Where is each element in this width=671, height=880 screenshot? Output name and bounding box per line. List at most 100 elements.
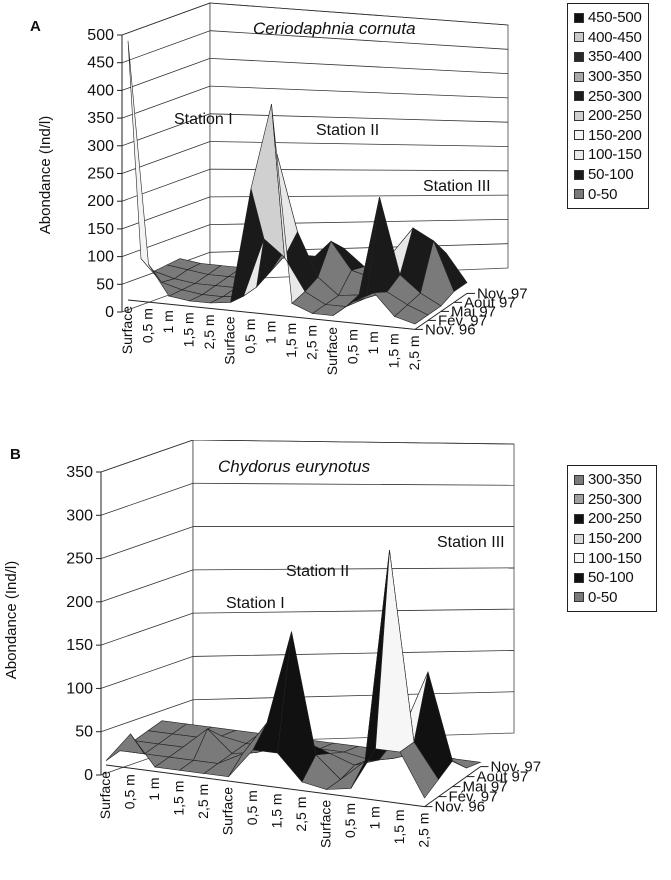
gridline-back xyxy=(192,650,515,657)
legend-swatch xyxy=(574,149,584,160)
x-tick-label: 0,5 m xyxy=(122,774,138,809)
station-label: Station III xyxy=(423,178,491,195)
x-tick-label: 2,5 m xyxy=(201,314,217,349)
legend-label: 200-250 xyxy=(588,510,642,528)
y-tick-label: 250 xyxy=(66,551,93,568)
legend-swatch xyxy=(574,533,584,544)
legend-swatch xyxy=(574,130,584,141)
legend-label: 300-350 xyxy=(588,68,642,86)
gridline-back xyxy=(192,567,515,571)
legend-item: 350-400 xyxy=(574,47,642,67)
x-tick-label: 1 m xyxy=(146,777,162,800)
legend-item: 150-200 xyxy=(574,529,650,549)
gridline-left xyxy=(100,440,194,473)
x-tick-label: Surface xyxy=(97,771,113,819)
surface-mesh xyxy=(105,550,482,799)
y-tick-label: 350 xyxy=(66,464,93,481)
legend-item: 250-300 xyxy=(574,490,650,510)
chart-title: Ceriodaphnia cornuta xyxy=(253,19,416,38)
x-tick-label: 2,5 m xyxy=(416,813,432,848)
gridline-left xyxy=(121,196,211,230)
gridline-left xyxy=(100,526,194,559)
y-tick-label: 150 xyxy=(66,637,93,654)
x-tick-label: 0,5 m xyxy=(140,308,156,343)
x-tick-label: Surface xyxy=(119,306,135,354)
gridline-left xyxy=(100,612,194,646)
legend-item: 50-100 xyxy=(574,568,650,588)
legend-a: 450-500 400-450 350-400 300-350 250-300 200-2… xyxy=(567,3,649,209)
x-tick-label: 1 m xyxy=(367,806,383,829)
y-tick-label: 0 xyxy=(84,767,93,784)
x-tick-label: 1,5 m xyxy=(269,793,285,828)
surface-cell xyxy=(399,741,439,799)
legend-item: 200-250 xyxy=(574,509,650,529)
legend-swatch xyxy=(574,189,584,200)
y-tick-label: 50 xyxy=(96,276,114,293)
z-tick-label: Fév. 97 xyxy=(449,789,498,806)
station-label: Station II xyxy=(316,122,379,139)
legend-item: 100-150 xyxy=(574,145,642,165)
surface-mesh xyxy=(127,40,468,325)
station-label: Station III xyxy=(437,534,505,551)
legend-item: 300-350 xyxy=(574,67,642,87)
x-tick-label: 0,5 m xyxy=(242,319,258,354)
gridline-back xyxy=(209,113,509,123)
legend-label: 100-150 xyxy=(588,549,642,567)
y-axis-title: Abondance (Ind/l) xyxy=(37,116,54,234)
x-tick-label: Surface xyxy=(318,800,334,848)
gridline-back xyxy=(192,482,515,486)
legend-label: 0-50 xyxy=(588,185,618,203)
y-tick-label: 100 xyxy=(66,680,93,697)
legend-item: 200-250 xyxy=(574,106,642,126)
gridline-back xyxy=(209,30,509,50)
legend-label: 200-250 xyxy=(588,107,642,125)
z-tick-label: Fév. 97 xyxy=(438,312,487,329)
y-tick-label: 500 xyxy=(87,27,114,44)
y-tick-label: 250 xyxy=(87,166,114,183)
legend-swatch xyxy=(574,553,584,564)
z-tick-label: Nov. 96 xyxy=(435,799,486,816)
x-tick-label: 1,5 m xyxy=(386,333,402,368)
z-tick-label: Nov. 97 xyxy=(477,285,528,302)
x-tick-label: 1,5 m xyxy=(171,781,187,816)
panel-label-a: A xyxy=(30,18,41,35)
y-tick-label: 300 xyxy=(87,138,114,155)
legend-swatch xyxy=(574,12,584,23)
legend-swatch xyxy=(574,494,584,505)
y-tick-label: 350 xyxy=(87,110,114,127)
legend-swatch xyxy=(574,71,584,82)
legend-item: 250-300 xyxy=(574,86,642,106)
legend-swatch xyxy=(574,474,584,485)
legend-item: 400-450 xyxy=(574,28,642,48)
y-tick-label: 200 xyxy=(87,193,114,210)
x-tick-label: Surface xyxy=(220,787,236,835)
legend-label: 250-300 xyxy=(588,490,642,508)
legend-label: 150-200 xyxy=(588,126,642,144)
gridline-back xyxy=(192,608,515,614)
legend-swatch xyxy=(574,51,584,62)
z-tick-label: Mai 97 xyxy=(463,779,508,796)
legend-swatch xyxy=(574,513,584,524)
x-tick-label: 2,5 m xyxy=(195,784,211,819)
z-tick-label: Août 97 xyxy=(464,294,516,311)
x-axis-line xyxy=(105,764,425,808)
station-label: Station I xyxy=(226,595,285,612)
gridline-left xyxy=(121,30,211,64)
legend-label: 400-450 xyxy=(588,28,642,46)
station-label: Station II xyxy=(286,563,349,580)
legend-label: 450-500 xyxy=(588,9,642,27)
x-tick-label: 1,5 m xyxy=(181,312,197,347)
legend-swatch xyxy=(574,91,584,102)
legend-item: 100-150 xyxy=(574,548,650,568)
gridline-back xyxy=(209,85,509,99)
legend-label: 350-400 xyxy=(588,48,642,66)
y-tick-label: 450 xyxy=(87,55,114,72)
back-wall xyxy=(192,440,515,744)
legend-swatch xyxy=(574,32,584,43)
panel-label-b: B xyxy=(10,446,21,463)
y-tick-label: 100 xyxy=(87,249,114,266)
gridline-left xyxy=(121,168,211,202)
surface-chart-b: 0 50 100 150 200 250 300 350 Abondance (Ind/l) Ch… xyxy=(3,440,541,848)
z-tick-label: Mai 97 xyxy=(451,303,496,320)
chart-panel-b: 0 50 100 150 200 250 300 350 Abondance (Ind/l) Ch… xyxy=(0,440,671,880)
